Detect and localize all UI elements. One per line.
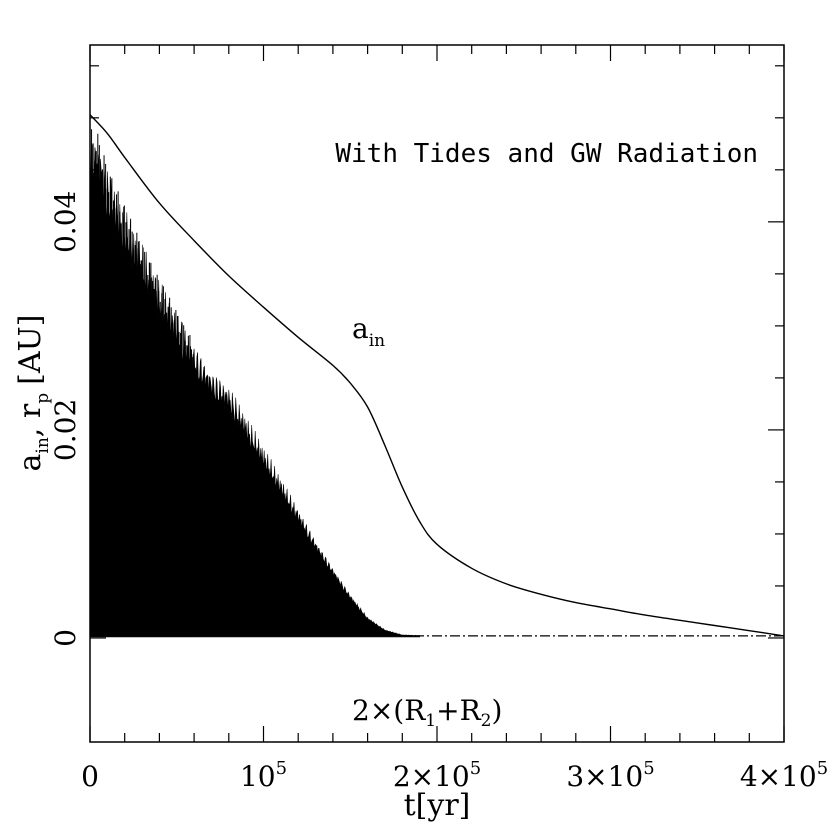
x-tick-label-base: 10 <box>240 760 276 793</box>
series-r-p-band <box>89 142 420 638</box>
y-label-unit: [AU] <box>13 315 48 385</box>
x-tick-label-exp: 5 <box>470 758 481 779</box>
x-tick-label-exp: 5 <box>643 758 654 779</box>
ref-mid: +R <box>436 694 481 727</box>
series-layer <box>89 114 785 638</box>
x-tick-label: 0 <box>81 760 99 793</box>
reference-line-label: 2×(R1+R2) <box>352 694 502 731</box>
y-label-a: a <box>13 453 48 471</box>
x-tick-label-exp: 5 <box>276 758 287 779</box>
y-label-a-sub: in <box>33 437 53 453</box>
x-tick-label-base: 4×10 <box>740 760 817 793</box>
label-r-p: rp <box>232 426 256 467</box>
series-a-in-line <box>89 114 785 637</box>
x-tick-label-base: 3×10 <box>566 760 643 793</box>
y-axis-label: ain, rp [AU] <box>13 315 53 472</box>
label-r-p-sub: p <box>245 447 256 467</box>
x-tick-label-base: 2×10 <box>393 760 470 793</box>
y-tick-label: 0.04 <box>49 191 82 253</box>
label-a-in-base: a <box>352 312 369 345</box>
x-tick-label-exp: 5 <box>817 758 828 779</box>
ref-post: ) <box>491 694 502 727</box>
y-tick-labels: 0 0.02 0.04 <box>49 191 82 647</box>
x-axis-label: t[yr] <box>404 788 471 823</box>
x-tick-label: 3×105 <box>566 758 654 793</box>
chart-annotation: With Tides and GW Radiation <box>335 139 758 169</box>
x-tick-label: 105 <box>240 758 287 793</box>
x-tick-label: 4×105 <box>740 758 828 793</box>
ref-sub-2: 2 <box>481 711 492 731</box>
label-r-p-base: r <box>232 426 246 459</box>
y-tick-label: 0 <box>49 629 82 647</box>
ref-pre: 2×(R <box>352 694 426 727</box>
y-label-r: r <box>13 403 48 418</box>
plot-frame <box>89 44 785 743</box>
y-label-r-sub: p <box>33 393 53 404</box>
label-a-in-sub: in <box>369 331 385 351</box>
y-label-sep: , <box>13 418 48 437</box>
y-tick-label: 0.02 <box>49 399 82 461</box>
x-tick-label-base: 0 <box>81 760 99 793</box>
x-tick-labels: 0 105 2×105 3×105 4×105 <box>81 758 828 793</box>
ref-sub-1: 1 <box>425 711 436 731</box>
label-a-in: ain <box>352 312 385 351</box>
x-tick-label: 2×105 <box>393 758 481 793</box>
